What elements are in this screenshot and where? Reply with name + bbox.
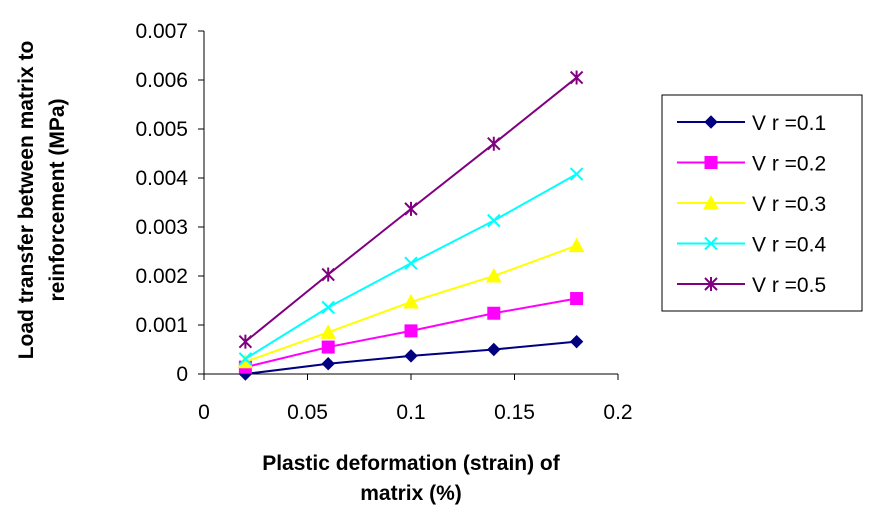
x-axis-title-line2: matrix (%) xyxy=(360,482,462,505)
data-point xyxy=(569,167,584,181)
legend-marker xyxy=(704,156,718,169)
legend-label: V r =0.5 xyxy=(752,274,826,297)
legend-label: V r =0.4 xyxy=(752,234,826,257)
series-4 xyxy=(238,167,584,366)
data-point xyxy=(487,342,501,357)
y-tick-label: 0.006 xyxy=(135,69,188,92)
data-point xyxy=(404,256,418,270)
legend-item: V r =0.1 xyxy=(677,112,826,135)
data-point xyxy=(487,213,501,228)
legend-marker xyxy=(704,115,718,129)
data-point xyxy=(487,136,501,151)
data-point xyxy=(238,334,253,349)
series-5 xyxy=(238,70,584,349)
legend: V r =0.1 V r =0.2 V r =0.3 V r =0.4 V r =0.5 xyxy=(661,94,863,312)
y-axis-title: Load transfer between matrix to reinforce… xyxy=(15,41,69,360)
x-tick-label: 0.05 xyxy=(287,401,328,424)
legend-marker xyxy=(704,236,718,251)
legend-label: V r =0.1 xyxy=(752,112,826,135)
legend-marker xyxy=(703,194,719,210)
y-tick-label: 0.005 xyxy=(135,118,188,141)
x-tick-label: 0 xyxy=(198,401,210,424)
y-tick-label: 0.001 xyxy=(135,314,188,337)
data-point xyxy=(570,292,584,306)
data-point xyxy=(403,293,419,309)
series-3 xyxy=(237,237,585,369)
data-point xyxy=(487,306,501,320)
data-point xyxy=(321,300,335,315)
x-tick-label: 0.2 xyxy=(603,401,632,424)
y-axis-title-line2: reinforcement (MPa) xyxy=(46,98,69,301)
data-point xyxy=(321,357,335,371)
legend-item: V r =0.4 xyxy=(677,234,826,257)
series-1 xyxy=(238,334,584,381)
data-point xyxy=(404,201,418,216)
data-point xyxy=(404,349,418,363)
data-point xyxy=(321,340,335,354)
y-tick-label: 0.007 xyxy=(135,20,188,43)
legend-label: V r =0.2 xyxy=(752,153,826,176)
legend-item: V r =0.5 xyxy=(677,274,826,297)
x-axis-title-line1: Plastic deformation (strain) of xyxy=(262,452,561,475)
data-point xyxy=(569,334,584,349)
data-point xyxy=(568,237,585,253)
data-point xyxy=(321,267,335,282)
data-point xyxy=(320,324,337,339)
x-tick-label: 0.1 xyxy=(396,401,425,424)
legend-marker xyxy=(704,277,718,291)
x-tick-label: 0.15 xyxy=(494,401,535,424)
legend-item: V r =0.3 xyxy=(677,193,826,216)
data-point xyxy=(485,267,502,283)
y-tick-label: 0 xyxy=(176,363,188,386)
y-axis-title-line1: Load transfer between matrix to xyxy=(15,41,38,360)
y-tick-label: 0.004 xyxy=(135,167,188,190)
data-point xyxy=(404,324,418,338)
y-tick-label: 0.002 xyxy=(135,265,188,288)
data-point xyxy=(238,352,253,366)
y-tick-label: 0.003 xyxy=(135,216,188,239)
plot-area: 0 0.001 0.002 0.003 0.004 0.005 0.006 0.007 0 0.0… xyxy=(15,20,633,505)
legend-item: V r =0.2 xyxy=(677,153,826,176)
data-point xyxy=(569,70,584,85)
legend-label: V r =0.3 xyxy=(752,193,826,216)
